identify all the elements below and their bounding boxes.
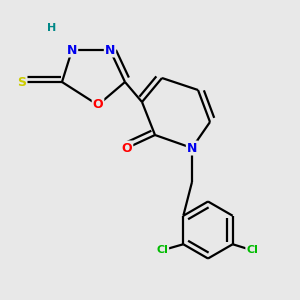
Text: S: S	[17, 76, 26, 88]
Text: O: O	[122, 142, 132, 154]
Text: N: N	[105, 44, 115, 56]
Text: Cl: Cl	[246, 245, 258, 255]
Text: N: N	[67, 44, 77, 56]
Text: N: N	[187, 142, 197, 154]
Text: O: O	[93, 98, 103, 112]
Text: H: H	[47, 23, 57, 33]
Text: Cl: Cl	[156, 245, 168, 255]
